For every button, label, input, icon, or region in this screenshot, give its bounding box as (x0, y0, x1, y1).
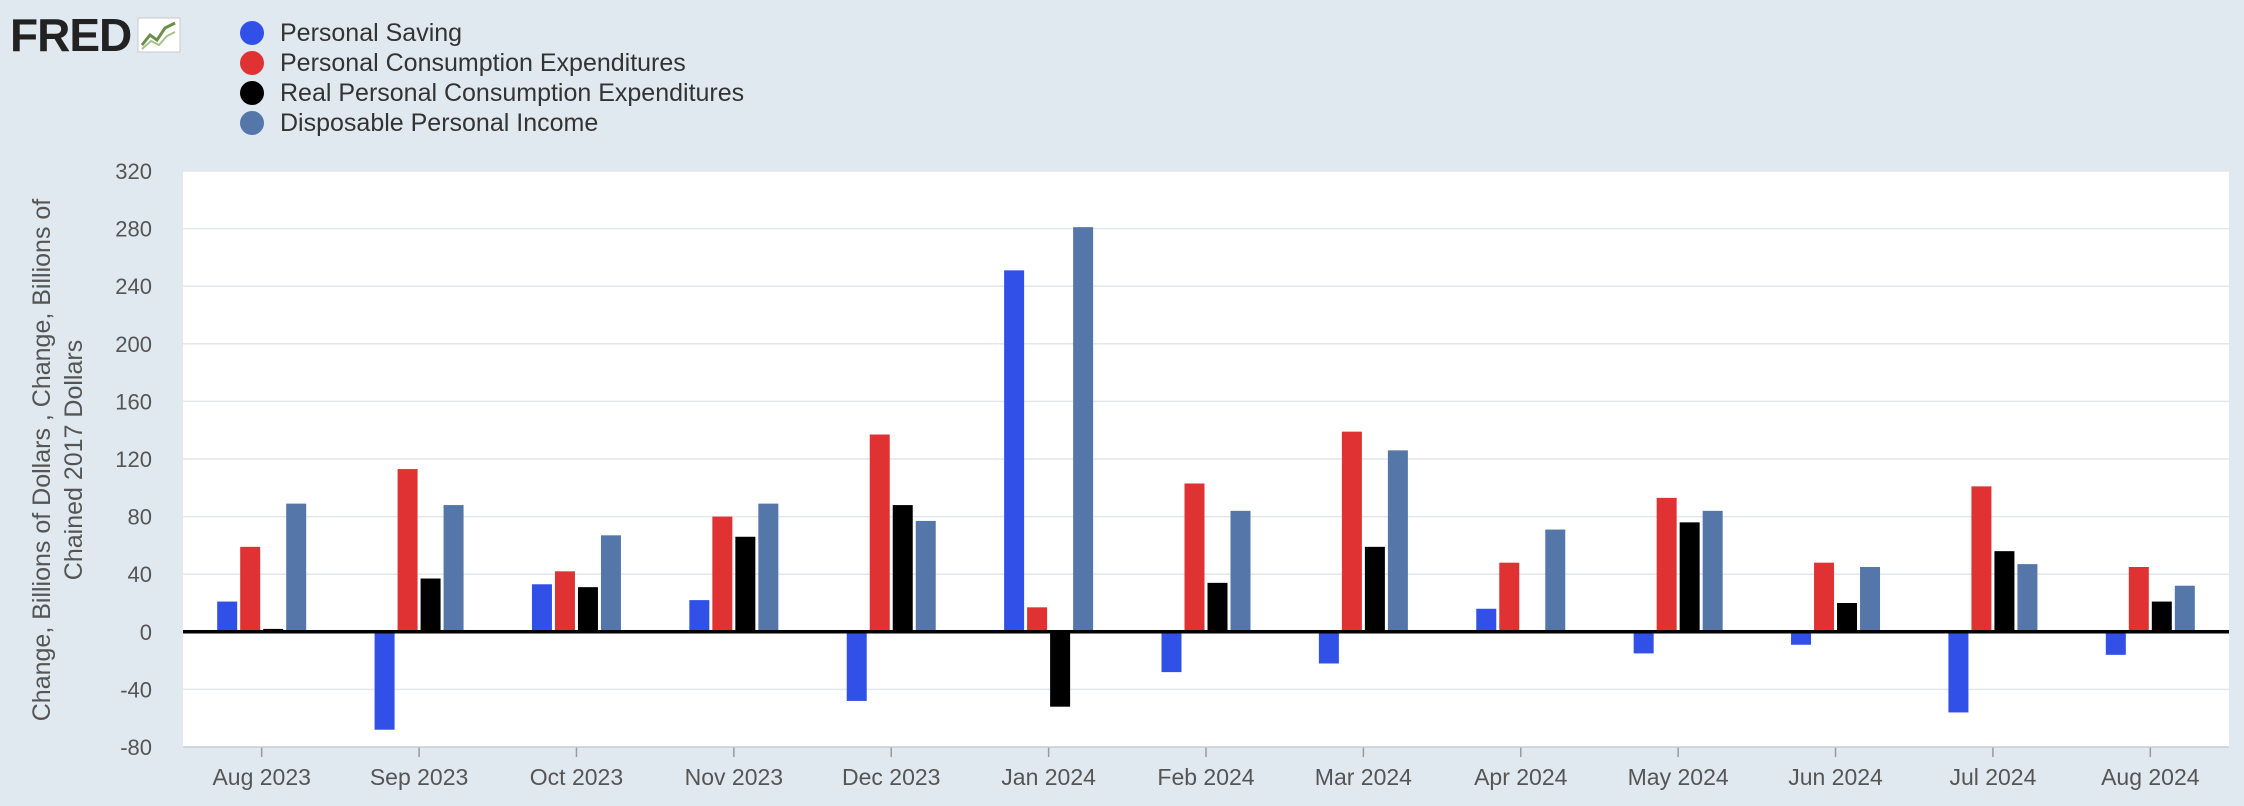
bar (1364, 546, 1385, 632)
bar (1207, 582, 1228, 632)
bar (600, 535, 621, 632)
y-tick-label: 80 (128, 505, 152, 530)
x-tick-label: Oct 2023 (530, 764, 623, 790)
logo-text: FRED (10, 9, 132, 61)
x-tick-label: Jan 2024 (1001, 764, 1096, 790)
bar (1499, 562, 1520, 632)
bar (1656, 497, 1677, 632)
x-tick-label: Mar 2024 (1315, 764, 1412, 790)
bar (1791, 631, 1812, 645)
bar (240, 546, 261, 632)
y-tick-label: 120 (115, 447, 152, 472)
y-tick-label: 240 (115, 274, 152, 299)
bar (2151, 601, 2172, 632)
bar (531, 584, 552, 632)
bar (1860, 567, 1881, 632)
bar (1679, 522, 1700, 632)
bar (846, 631, 867, 701)
bar (915, 520, 936, 632)
bar (1318, 631, 1339, 664)
x-tick-label: Apr 2024 (1474, 764, 1568, 790)
bar (1073, 227, 1094, 632)
x-tick-label: Feb 2024 (1157, 764, 1254, 790)
bar (1971, 486, 1992, 632)
x-tick-label: Jun 2024 (1788, 764, 1883, 790)
y-tick-label: 40 (128, 562, 152, 587)
legend-swatch (240, 21, 264, 45)
x-tick-label: Aug 2024 (2101, 764, 2200, 790)
bar (2128, 567, 2149, 632)
bar (1476, 608, 1497, 632)
legend-label: Real Personal Consumption Expenditures (280, 78, 745, 107)
bar (1050, 631, 1071, 707)
bar (712, 516, 733, 632)
bar (1004, 270, 1025, 632)
bar (286, 503, 307, 632)
bar (1702, 510, 1723, 632)
legend-item-disposable-income[interactable]: Disposable Personal Income (240, 108, 744, 138)
fred-chart-icon (137, 17, 181, 53)
x-tick-label: Nov 2023 (685, 764, 783, 790)
bar (577, 587, 598, 632)
x-tick-label: Jul 2024 (1949, 764, 2036, 790)
bar (2174, 585, 2195, 632)
bar (420, 578, 441, 632)
bar (758, 503, 779, 632)
legend-item-real-pce[interactable]: Real Personal Consumption Expenditures (240, 78, 744, 108)
y-tick-label: 200 (115, 332, 152, 357)
legend-label: Personal Consumption Expenditures (280, 48, 686, 77)
legend: Personal Saving Personal Consumption Exp… (240, 18, 744, 138)
bar (443, 505, 464, 632)
x-tick-label: Sep 2023 (370, 764, 468, 790)
bar (554, 571, 575, 632)
bar (374, 631, 395, 730)
bar (1161, 631, 1182, 673)
legend-label: Disposable Personal Income (280, 108, 599, 137)
bar (1341, 431, 1362, 632)
bar (1184, 483, 1205, 632)
bar (217, 601, 238, 632)
x-tick-label: Dec 2023 (842, 764, 940, 790)
bar (735, 536, 756, 632)
legend-swatch (240, 111, 264, 135)
bar (1814, 562, 1835, 632)
legend-item-personal-saving[interactable]: Personal Saving (240, 18, 744, 48)
y-tick-label: 280 (115, 217, 152, 242)
y-tick-label: 320 (115, 159, 152, 184)
legend-swatch (240, 51, 264, 75)
y-tick-label: 0 (140, 620, 152, 645)
bar (892, 505, 913, 632)
y-tick-label: -80 (120, 735, 152, 760)
x-tick-label: May 2024 (1628, 764, 1729, 790)
bar (1837, 603, 1858, 632)
y-tick-label: 160 (115, 389, 152, 414)
bar (397, 469, 418, 632)
fred-logo[interactable]: FRED (10, 8, 181, 62)
legend-label: Personal Saving (280, 18, 463, 47)
bar (2017, 564, 2038, 632)
bar (689, 600, 710, 632)
bar (1948, 631, 1969, 713)
bar (1994, 551, 2015, 632)
x-tick-label: Aug 2023 (212, 764, 310, 790)
bar (1027, 607, 1048, 632)
legend-item-pce[interactable]: Personal Consumption Expenditures (240, 48, 744, 78)
bar (869, 434, 890, 632)
y-tick-label: -40 (120, 677, 152, 702)
legend-swatch (240, 81, 264, 105)
bar (1633, 631, 1654, 654)
bar (1387, 450, 1408, 632)
bar (1230, 510, 1251, 632)
bar (2105, 631, 2126, 655)
bar (1545, 529, 1566, 632)
